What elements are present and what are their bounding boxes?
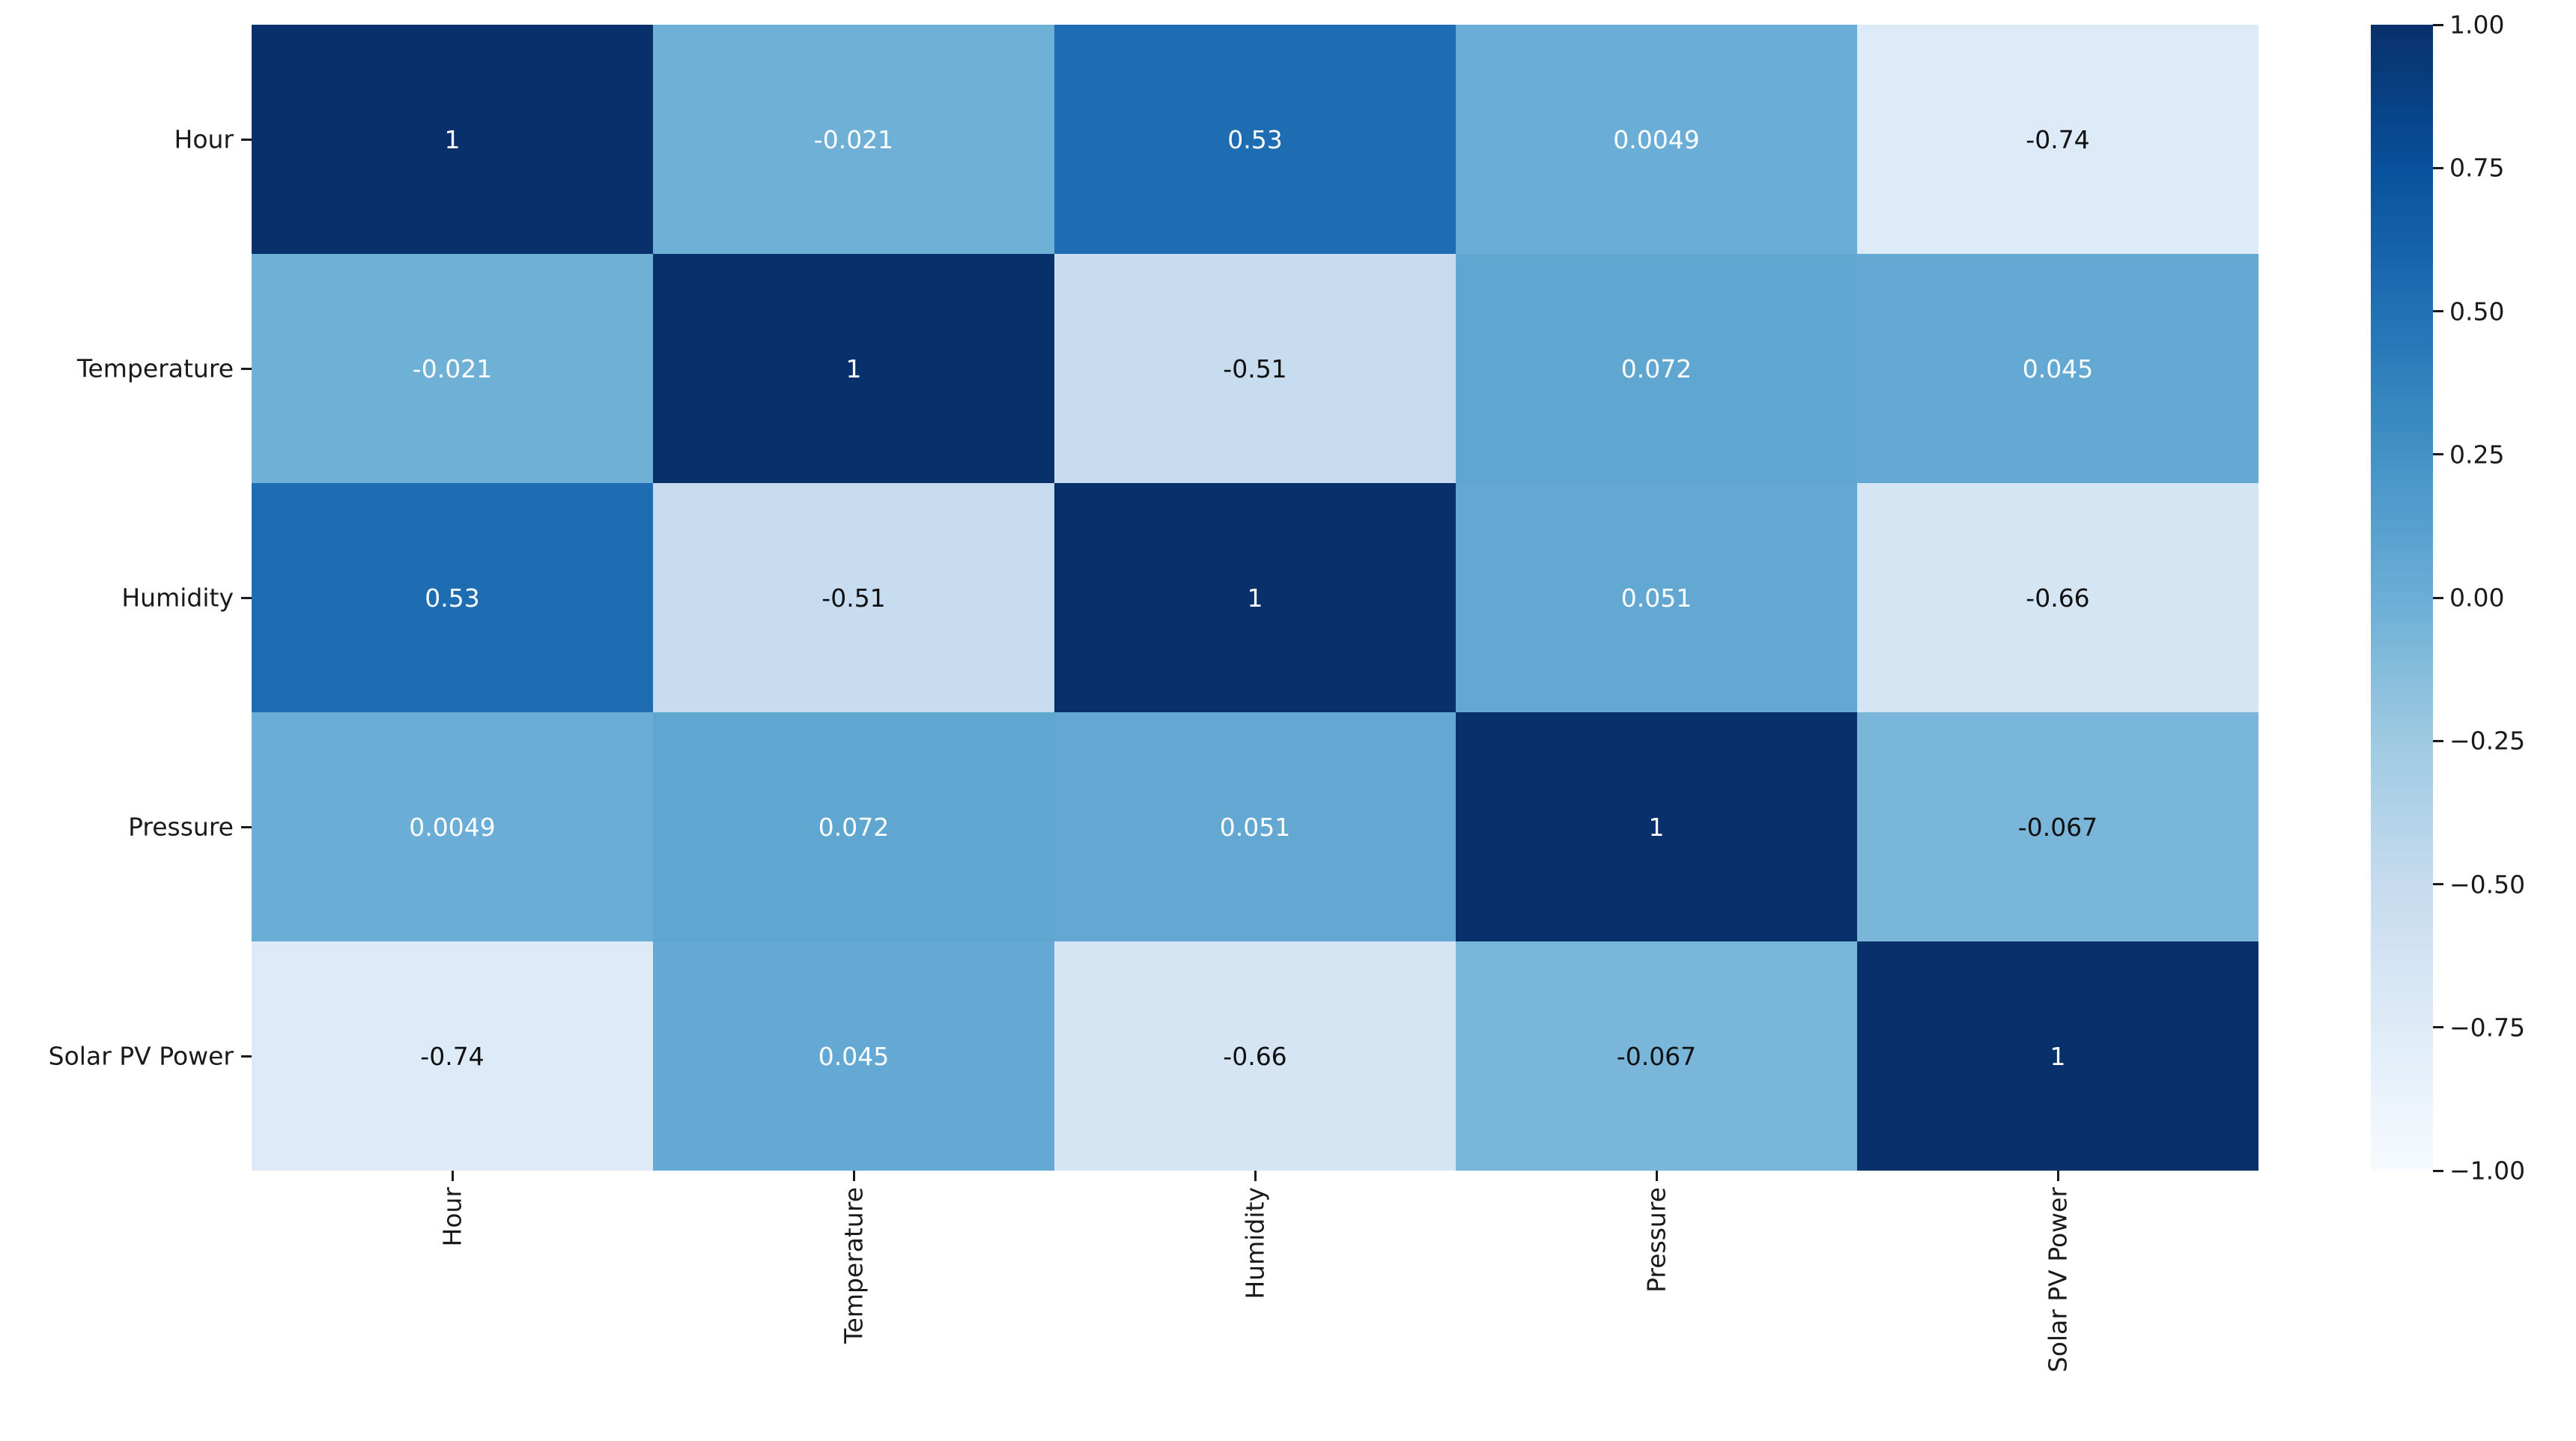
colorbar-tick-label: −0.50 — [2449, 870, 2526, 899]
colorbar-tick-mark — [2433, 310, 2443, 312]
heatmap-cell-value: -0.021 — [813, 124, 894, 154]
heatmap-cell-value: 0.045 — [2022, 354, 2094, 383]
heatmap-cell-value: -0.74 — [420, 1041, 484, 1071]
heatmap-cell: 0.045 — [1857, 254, 2258, 483]
colorbar-tick-label: 0.50 — [2449, 297, 2505, 326]
colorbar-tick-mark — [2433, 23, 2443, 26]
heatmap-cell: 1 — [252, 25, 653, 254]
heatmap-cell: -0.021 — [252, 254, 653, 483]
colorbar-tick-label: 0.00 — [2449, 583, 2505, 613]
heatmap-cell-value: 1 — [1247, 583, 1263, 613]
x-tick-mark — [2056, 1171, 2059, 1181]
y-tick-label: Solar PV Power — [48, 1041, 234, 1071]
colorbar-tick-label: −0.75 — [2449, 1013, 2526, 1043]
heatmap-cell-value: -0.51 — [821, 583, 886, 613]
heatmap-cell-value: 1 — [2050, 1041, 2066, 1071]
heatmap-cell-value: 0.051 — [1620, 583, 1692, 613]
heatmap-cell-value: 1 — [845, 354, 862, 383]
heatmap-cell-value: -0.66 — [1223, 1041, 1287, 1071]
colorbar-tick-mark — [2433, 1169, 2443, 1172]
heatmap-cell: 1 — [1857, 941, 2258, 1171]
heatmap-grid: 1 -0.021 0.53 0.0049 -0.74 -0.021 1 -0.51 0.072 0… — [252, 25, 2258, 1171]
heatmap-cell: 0.051 — [1054, 712, 1456, 941]
y-tick-label: Pressure — [128, 812, 234, 842]
heatmap-cell-value: 0.045 — [818, 1041, 890, 1071]
heatmap-cell: 0.072 — [653, 712, 1054, 941]
heatmap-cell: -0.74 — [1857, 25, 2258, 254]
x-tick-mark — [852, 1171, 855, 1181]
heatmap-cell: -0.51 — [653, 483, 1054, 712]
colorbar-tick-label: 0.25 — [2449, 440, 2505, 470]
x-tick-label: Pressure — [1641, 1187, 1671, 1293]
colorbar-tick-mark — [2433, 739, 2443, 742]
heatmap-cell-value: -0.067 — [1616, 1041, 1697, 1071]
heatmap-cell-value: 0.051 — [1219, 812, 1291, 842]
heatmap-cell: -0.021 — [653, 25, 1054, 254]
y-tick-label: Temperature — [76, 354, 234, 383]
heatmap-cell: 0.53 — [252, 483, 653, 712]
colorbar-tick-mark — [2433, 166, 2443, 169]
colorbar-tick-label: −0.25 — [2449, 726, 2526, 756]
heatmap-cell-value: 0.0049 — [409, 812, 496, 842]
x-tick-mark — [1655, 1171, 1658, 1181]
heatmap-cell-value: 1 — [444, 124, 461, 154]
heatmap-cell: -0.067 — [1857, 712, 2258, 941]
heatmap-cell: 1 — [1456, 712, 1857, 941]
heatmap-cell-value: -0.74 — [2026, 124, 2090, 154]
x-tick-label: Hour — [437, 1187, 467, 1247]
y-tick-label: Humidity — [121, 583, 234, 613]
colorbar-tick-label: −1.00 — [2449, 1156, 2526, 1186]
heatmap-cell-value: 0.0049 — [1613, 124, 1700, 154]
colorbar-tick-mark — [2433, 883, 2443, 885]
heatmap-cell-value: -0.51 — [1223, 354, 1287, 383]
heatmap-cell: -0.66 — [1054, 941, 1456, 1171]
heatmap-cell-value: 0.53 — [1227, 124, 1283, 154]
heatmap-cell: 0.53 — [1054, 25, 1456, 254]
y-tick-mark — [241, 367, 252, 370]
heatmap-cell: 0.0049 — [1456, 25, 1857, 254]
x-tick-label: Temperature — [839, 1187, 869, 1344]
heatmap-cell-value: 1 — [1648, 812, 1665, 842]
heatmap-cell: 0.051 — [1456, 483, 1857, 712]
y-tick-mark — [241, 138, 252, 141]
heatmap-cell: -0.51 — [1054, 254, 1456, 483]
heatmap-cell-value: -0.021 — [412, 354, 493, 383]
heatmap-cell: 0.045 — [653, 941, 1054, 1171]
heatmap-cell-value: 0.072 — [818, 812, 890, 842]
y-tick-label: Hour — [174, 124, 234, 154]
colorbar-tick-label: 1.00 — [2449, 10, 2505, 40]
heatmap-cell-value: 0.072 — [1620, 354, 1692, 383]
colorbar-gradient — [2371, 25, 2433, 1171]
y-tick-mark — [241, 1055, 252, 1058]
y-tick-mark — [241, 825, 252, 828]
heatmap-cell-value: -0.66 — [2026, 583, 2090, 613]
heatmap-cell: 1 — [653, 254, 1054, 483]
colorbar-tick-mark — [2433, 453, 2443, 456]
heatmap-cell: 0.0049 — [252, 712, 653, 941]
x-tick-label: Humidity — [1240, 1187, 1270, 1299]
heatmap-cell: -0.74 — [252, 941, 653, 1171]
heatmap-cell: -0.66 — [1857, 483, 2258, 712]
x-tick-mark — [1254, 1171, 1257, 1181]
y-tick-mark — [241, 596, 252, 599]
colorbar-tick-label: 0.75 — [2449, 153, 2505, 183]
heatmap-cell: 0.072 — [1456, 254, 1857, 483]
colorbar-tick-mark — [2433, 596, 2443, 599]
colorbar-tick-mark — [2433, 1026, 2443, 1029]
x-tick-label: Solar PV Power — [2043, 1187, 2073, 1373]
heatmap-cell: -0.067 — [1456, 941, 1857, 1171]
heatmap-cell-value: 0.53 — [425, 583, 480, 613]
x-tick-mark — [451, 1171, 454, 1181]
heatmap-cell-value: -0.067 — [2017, 812, 2098, 842]
heatmap-cell: 1 — [1054, 483, 1456, 712]
